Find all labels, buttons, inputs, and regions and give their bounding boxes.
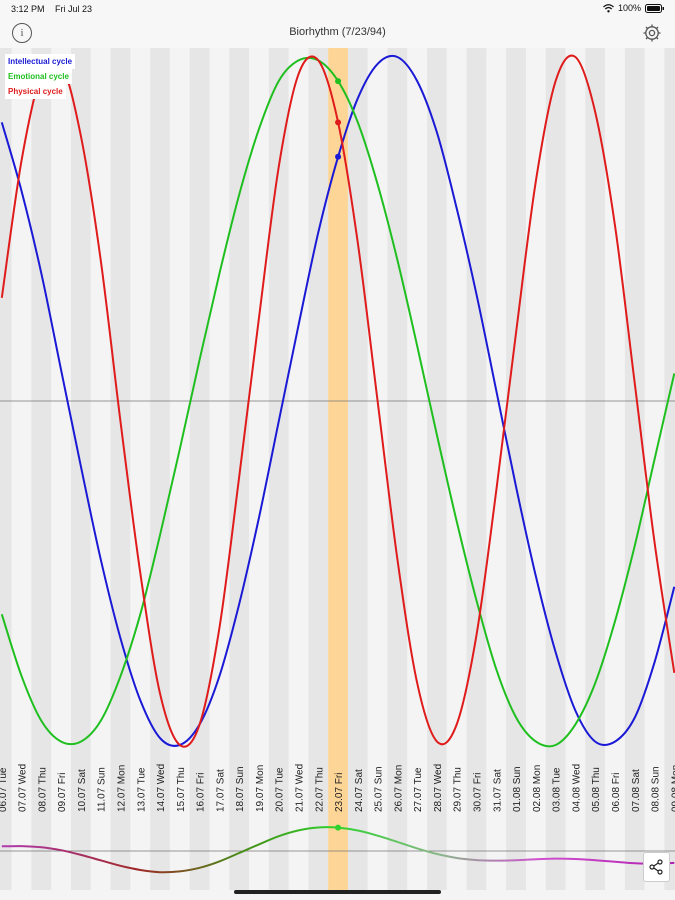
share-icon (649, 859, 663, 875)
wifi-icon (603, 3, 614, 12)
page-title: Biorhythm (7/23/94) (289, 26, 386, 38)
day-column (90, 48, 111, 890)
date-label: 13.07 Tue (136, 767, 147, 812)
day-column (466, 48, 487, 890)
day-column (565, 48, 586, 890)
intellectual-cycle-line (0, 54, 675, 747)
day-column (506, 48, 526, 890)
date-label: 03.08 Tue (552, 767, 563, 812)
day-column (545, 48, 566, 890)
legend-physical: Physical cycle (5, 84, 66, 99)
date-label: 10.07 Sat (77, 769, 88, 812)
intellectual-selected-point (335, 153, 342, 160)
date-label: 07.08 Sat (631, 769, 642, 812)
chart-legend: Intellectual cycle Emotional cycle Physi… (5, 54, 76, 99)
day-column (169, 48, 190, 890)
home-indicator (234, 890, 441, 894)
day-column (308, 48, 329, 890)
date-label: 17.07 Sat (215, 769, 226, 812)
date-label: 30.07 Fri (473, 773, 484, 812)
date-label: 04.08 Wed (571, 764, 582, 812)
selected-day-column (328, 48, 348, 890)
date-label: 24.07 Sat (354, 769, 365, 812)
date-label: 27.07 Tue (413, 767, 424, 812)
emotional-cycle-line (0, 56, 675, 748)
day-column (367, 48, 388, 890)
day-column (427, 48, 447, 890)
day-column (268, 48, 289, 890)
battery-percent: 100% (617, 3, 641, 13)
physical-cycle-line (0, 54, 675, 748)
day-column (189, 48, 210, 890)
day-column (150, 48, 170, 890)
day-column (0, 48, 12, 890)
date-label: 26.07 Mon (393, 765, 404, 812)
date-label: 22.07 Thu (314, 767, 325, 812)
date-label: 29.07 Thu (453, 767, 464, 812)
date-label: 18.07 Sun (235, 766, 246, 812)
day-column (31, 48, 52, 890)
legend-intellectual: Intellectual cycle (5, 54, 76, 69)
day-column (288, 48, 309, 890)
day-column (51, 48, 72, 890)
date-label: 06.08 Fri (611, 773, 622, 812)
day-column (209, 48, 230, 890)
day-column (11, 48, 32, 890)
gear-icon[interactable] (642, 23, 662, 43)
day-column (387, 48, 408, 890)
legend-emotional: Emotional cycle (5, 69, 72, 84)
day-column (407, 48, 428, 890)
day-column (249, 48, 269, 890)
date-label: 07.07 Wed (18, 764, 29, 812)
physical-selected-point (335, 119, 342, 126)
date-label: 11.07 Sun (97, 767, 108, 812)
date-label: 20.07 Tue (275, 767, 286, 812)
day-column (585, 48, 606, 890)
date-label: 21.07 Wed (295, 764, 306, 812)
day-column (624, 48, 645, 890)
date-label: 06.07 Tue (0, 767, 9, 812)
date-label: 16.07 Fri (196, 773, 207, 812)
day-column (644, 48, 665, 890)
biorhythm-chart[interactable]: 06.07 Tue 07.07 Wed 08.07 Thu 09.07 Fri 10.0… (0, 48, 675, 890)
date-label: 02.08 Mon (532, 765, 543, 812)
average-selected-point (335, 824, 342, 831)
date-label: 08.07 Thu (37, 767, 48, 812)
day-column (110, 48, 131, 890)
day-column (446, 48, 467, 890)
date-label: 23.07 Fri (334, 773, 345, 812)
share-button[interactable] (643, 852, 670, 882)
date-label: 09.07 Fri (57, 773, 68, 812)
status-bar: 3:12 PM Fri Jul 23 100% (0, 0, 675, 18)
day-column (525, 48, 546, 890)
date-label: 25.07 Sun (374, 766, 385, 812)
emotional-selected-point (335, 78, 342, 85)
date-label: 12.07 Mon (117, 765, 128, 812)
day-column (664, 48, 675, 890)
day-column (130, 48, 151, 890)
battery-icon (645, 3, 664, 13)
status-date: Fri Jul 23 (55, 4, 93, 14)
date-label: 28.07 Wed (433, 764, 444, 812)
date-label: 15.07 Thu (176, 767, 187, 812)
date-label: 08.08 Sun (651, 766, 662, 812)
date-label: 09.08 Mon (670, 765, 675, 812)
info-icon[interactable]: i (12, 23, 32, 43)
day-column (347, 48, 368, 890)
navigation-bar: i Biorhythm (7/23/94) (0, 18, 675, 49)
date-label: 19.07 Mon (255, 765, 266, 812)
status-time: 3:12 PM (11, 4, 45, 14)
date-label: 14.07 Wed (156, 764, 167, 812)
day-column (486, 48, 507, 890)
date-label: 01.08 Sun (512, 766, 523, 812)
date-label: 05.08 Thu (591, 767, 602, 812)
date-label: 31.07 Sat (492, 769, 503, 812)
